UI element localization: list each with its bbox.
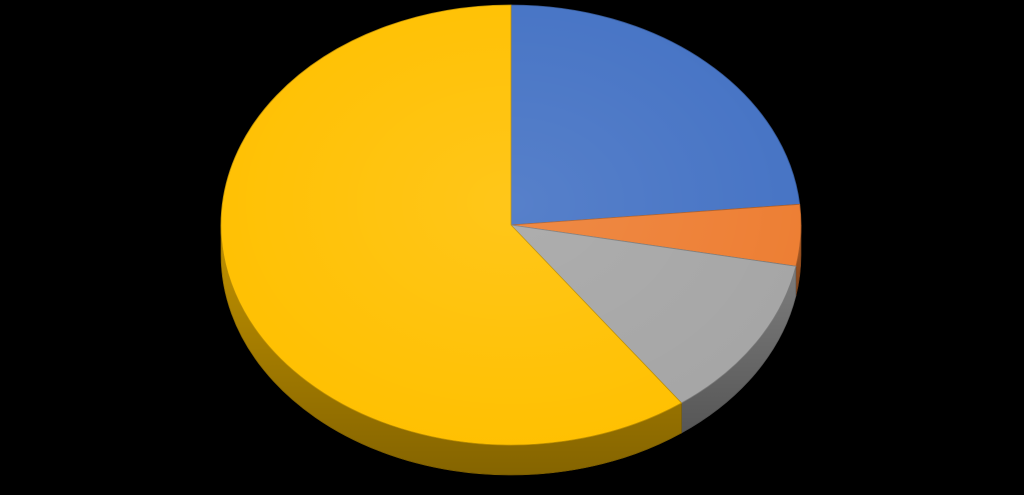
pie-slice-side-shade-3 [681, 266, 796, 433]
pie-slice-side-shade-2 [795, 225, 801, 297]
pie-top-sheen [221, 5, 801, 445]
pie-slice-side-shade-4 [221, 225, 682, 475]
